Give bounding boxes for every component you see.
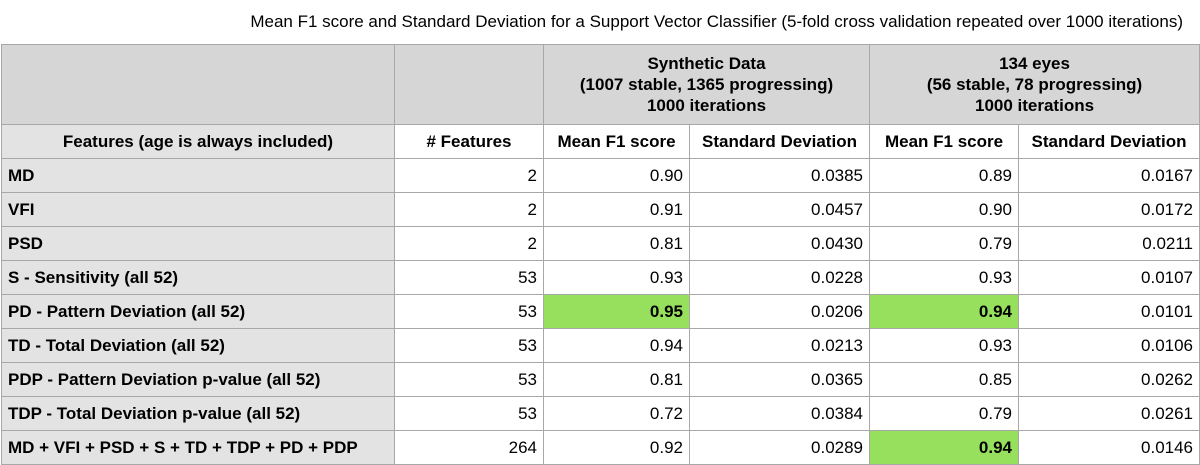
table-row: MD 2 0.90 0.0385 0.89 0.0167 xyxy=(1,158,1200,193)
feature-cell: S - Sensitivity (all 52) xyxy=(1,260,395,295)
group-detail: (56 stable, 78 progressing) xyxy=(926,75,1143,94)
eyes-f1-cell: 0.89 xyxy=(869,158,1020,193)
eyes-f1-cell: 0.93 xyxy=(869,260,1020,295)
synthetic-f1-cell: 0.81 xyxy=(543,226,690,261)
synthetic-sd-cell: 0.0228 xyxy=(688,260,871,295)
table-row: VFI 2 0.91 0.0457 0.90 0.0172 xyxy=(1,192,1200,227)
eyes-f1-cell: 0.90 xyxy=(869,192,1020,227)
group-iterations: 1000 iterations xyxy=(646,96,767,115)
results-table: Synthetic Data (1007 stable, 1365 progre… xyxy=(1,44,1200,465)
feature-count-cell: 2 xyxy=(394,192,544,227)
eyes-sd-cell: 0.0262 xyxy=(1018,362,1200,397)
eyes-sd-cell: 0.0211 xyxy=(1018,226,1200,261)
table-row: PDP - Pattern Deviation p-value (all 52)… xyxy=(1,362,1200,397)
feature-cell: PSD xyxy=(1,226,395,261)
feature-count-cell: 53 xyxy=(394,396,544,431)
feature-count-cell: 53 xyxy=(394,328,544,363)
eyes-sd-cell: 0.0146 xyxy=(1018,430,1200,465)
feature-count-cell: 53 xyxy=(394,294,544,329)
synthetic-f1-cell: 0.91 xyxy=(543,192,690,227)
synthetic-f1-cell: 0.90 xyxy=(543,158,690,193)
eyes-f1-cell: 0.93 xyxy=(869,328,1020,363)
synthetic-sd-cell: 0.0384 xyxy=(688,396,871,431)
table-row: TD - Total Deviation (all 52) 53 0.94 0.021… xyxy=(1,328,1200,363)
feature-count-cell: 2 xyxy=(394,158,544,193)
empty-header-cell xyxy=(394,44,544,125)
synthetic-sd-cell: 0.0365 xyxy=(688,362,871,397)
group-header-row: Synthetic Data (1007 stable, 1365 progre… xyxy=(1,44,1200,125)
column-header-syn-f1: Mean F1 score xyxy=(543,124,690,159)
eyes-sd-cell: 0.0261 xyxy=(1018,396,1200,431)
eyes-sd-cell: 0.0172 xyxy=(1018,192,1200,227)
eyes-f1-cell: 0.85 xyxy=(869,362,1020,397)
eyes-sd-cell: 0.0107 xyxy=(1018,260,1200,295)
synthetic-f1-cell: 0.92 xyxy=(543,430,690,465)
eyes-f1-cell: 0.94 xyxy=(869,294,1020,329)
eyes-f1-cell: 0.94 xyxy=(869,430,1020,465)
synthetic-f1-cell: 0.95 xyxy=(543,294,690,329)
feature-cell: PDP - Pattern Deviation p-value (all 52) xyxy=(1,362,395,397)
synthetic-sd-cell: 0.0430 xyxy=(688,226,871,261)
feature-count-cell: 53 xyxy=(394,362,544,397)
synthetic-f1-cell: 0.81 xyxy=(543,362,690,397)
feature-cell: TD - Total Deviation (all 52) xyxy=(1,328,395,363)
feature-cell: PD - Pattern Deviation (all 52) xyxy=(1,294,395,329)
synthetic-sd-cell: 0.0289 xyxy=(688,430,871,465)
group-detail: (1007 stable, 1365 progressing) xyxy=(579,75,834,94)
eyes-sd-cell: 0.0167 xyxy=(1018,158,1200,193)
column-header-syn-sd: Standard Deviation xyxy=(688,124,871,159)
group-header-synthetic: Synthetic Data (1007 stable, 1365 progre… xyxy=(542,44,871,125)
column-header-features: Features (age is always included) xyxy=(1,124,395,159)
synthetic-f1-cell: 0.72 xyxy=(543,396,690,431)
eyes-f1-cell: 0.79 xyxy=(869,396,1020,431)
group-name: 134 eyes xyxy=(999,54,1070,73)
feature-cell: MD + VFI + PSD + S + TD + TDP + PD + PDP xyxy=(1,430,395,465)
feature-cell: TDP - Total Deviation p-value (all 52) xyxy=(1,396,395,431)
group-header-eyes: 134 eyes (56 stable, 78 progressing) 100… xyxy=(869,44,1200,125)
synthetic-sd-cell: 0.0206 xyxy=(688,294,871,329)
synthetic-sd-cell: 0.0457 xyxy=(688,192,871,227)
empty-header-cell xyxy=(1,44,395,125)
feature-cell: VFI xyxy=(1,192,395,227)
eyes-sd-cell: 0.0106 xyxy=(1018,328,1200,363)
column-header-eye-sd: Standard Deviation xyxy=(1018,124,1200,159)
group-iterations: 1000 iterations xyxy=(974,96,1095,115)
table-row: TDP - Total Deviation p-value (all 52) 53… xyxy=(1,396,1200,431)
feature-count-cell: 53 xyxy=(394,260,544,295)
feature-count-cell: 2 xyxy=(394,226,544,261)
table-row: PSD 2 0.81 0.0430 0.79 0.0211 xyxy=(1,226,1200,261)
column-header-count: # Features xyxy=(394,124,544,159)
synthetic-sd-cell: 0.0213 xyxy=(688,328,871,363)
feature-cell: MD xyxy=(1,158,395,193)
group-name: Synthetic Data xyxy=(647,54,766,73)
synthetic-f1-cell: 0.94 xyxy=(543,328,690,363)
synthetic-sd-cell: 0.0385 xyxy=(688,158,871,193)
column-header-row: Features (age is always included) # Feat… xyxy=(1,124,1200,159)
eyes-f1-cell: 0.79 xyxy=(869,226,1020,261)
table-row: S - Sensitivity (all 52) 53 0.93 0.0228 0.93… xyxy=(1,260,1200,295)
synthetic-f1-cell: 0.93 xyxy=(543,260,690,295)
table-row: PD - Pattern Deviation (all 52) 53 0.95 0.0… xyxy=(1,294,1200,329)
table-title: Mean F1 score and Standard Deviation for… xyxy=(250,12,1183,31)
feature-count-cell: 264 xyxy=(394,430,544,465)
eyes-sd-cell: 0.0101 xyxy=(1018,294,1200,329)
column-header-eye-f1: Mean F1 score xyxy=(869,124,1020,159)
table-row: MD + VFI + PSD + S + TD + TDP + PD + PDP… xyxy=(1,430,1200,465)
